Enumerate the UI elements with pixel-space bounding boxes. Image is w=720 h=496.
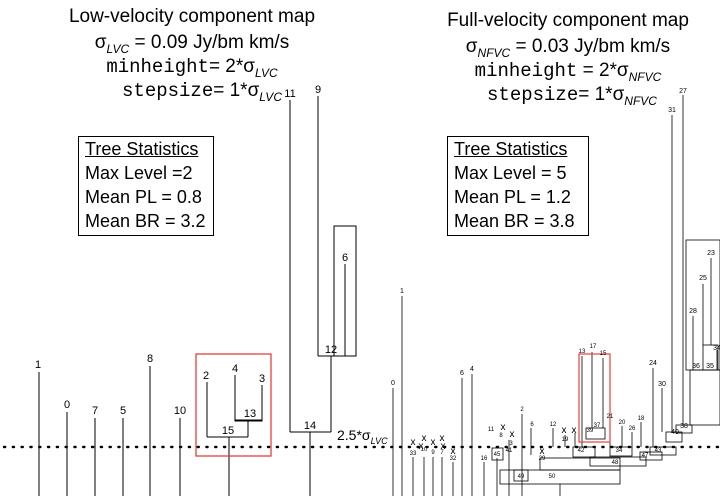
right-panel-title: Full-velocity component map [447,10,689,31]
x-marker: x [440,433,445,444]
right-tree-statistics-box: Tree Statistics Max Level = 5 Mean PL = … [447,136,589,236]
left-stepsize-line: stepsize= 1*σLVC [122,80,282,104]
right-label-16: 16 [481,456,488,462]
x-marker: x [419,441,424,452]
left-label-4: 4 [232,363,238,375]
right-label-29: 29 [539,456,546,462]
right-highlight-box [578,353,611,443]
left-label-8: 8 [147,353,153,365]
right-label-27: 27 [679,88,687,95]
left-tree [38,96,357,496]
right-label-1: 1 [400,288,404,295]
right-label-48: 48 [612,460,619,466]
right-label-21: 21 [607,414,614,420]
right-label-45: 45 [494,452,501,458]
left-highlight-box [195,353,272,457]
right-label-15: 15 [600,351,607,357]
right-label-41: 41 [506,448,513,454]
left-tree-statistics-box: Tree Statistics Max Level =2 Mean PL = 0… [78,136,214,236]
right-label-4: 4 [470,366,474,373]
x-marker: x [422,433,427,444]
left-label-3: 3 [259,373,265,385]
right-stats-max-level: Max Level = 5 [454,163,567,183]
left-panel-title: Low-velocity component map [68,6,316,27]
left-label-14: 14 [304,420,316,432]
right-label-24: 24 [649,360,657,367]
right-label-31: 31 [668,107,676,114]
right-label-36: 36 [692,363,700,370]
left-stats-mean-br: Mean BR = 3.2 [85,211,206,231]
right-label-28: 28 [689,308,697,315]
x-marker: x [510,429,515,440]
right-label-3: 3 [509,441,513,447]
x-marker: x [431,437,436,448]
right-label-40: 40 [671,429,679,436]
right-label-30: 30 [658,381,666,388]
right-label-39: 39 [587,428,594,434]
left-label-13: 13 [244,408,256,420]
right-label-50: 50 [549,474,556,480]
x-marker: x [540,446,545,457]
left-label-12: 12 [325,344,337,356]
right-label-42: 42 [578,448,585,454]
left-label-15: 15 [222,425,234,437]
right-label-11: 11 [488,427,495,433]
x-marker: x [451,446,456,457]
right-stats-mean-br: Mean BR = 3.8 [454,211,575,231]
right-label-33: 33 [410,451,417,457]
right-label-0: 0 [391,380,395,387]
right-label-10: 10 [421,447,428,453]
right-label-25: 25 [699,275,707,282]
right-label-47: 47 [642,453,649,459]
right-label-13: 13 [579,349,586,355]
right-label-7: 7 [440,450,444,456]
right-label-37: 37 [594,423,601,429]
right-label-34: 34 [713,345,720,352]
x-marker: x [562,425,567,436]
left-label-1: 1 [35,359,41,371]
right-label-17: 17 [590,344,597,350]
x-marker: x [501,422,506,433]
left-stats-header: Tree Statistics [85,139,199,159]
right-stepsize-line: stepsize= 1*σNFVC [487,84,657,108]
left-stats-max-level: Max Level =2 [85,163,193,183]
left-label-6: 6 [342,252,348,264]
right-label-8: 8 [499,433,503,439]
right-label-34-small: 34 [616,448,623,454]
left-sigma-line: σLVC = 0.09 Jy/bm km/s [94,32,290,56]
left-label-2: 2 [203,370,209,382]
right-label-9: 9 [431,450,435,456]
right-label-18: 18 [638,416,645,422]
right-label-49: 49 [518,474,525,480]
left-label-7: 7 [92,405,98,417]
right-label-38: 38 [680,423,688,430]
left-minheight-line: minheight= 2*σLVC [106,56,278,80]
right-label-12: 12 [550,422,557,428]
left-label-10: 10 [174,405,186,417]
left-stats-mean-pl: Mean PL = 0.8 [85,187,202,207]
right-stats-header: Tree Statistics [454,139,568,159]
right-sigma-line: σNFVC = 0.03 Jy/bm km/s [465,36,671,60]
right-stats-mean-pl: Mean PL = 1.2 [454,187,571,207]
left-label-0: 0 [64,399,70,411]
x-marker: x [411,437,416,448]
x-marker: x [572,425,577,436]
right-label-6-small: 6 [530,422,534,428]
right-label-23: 23 [707,250,715,257]
right-label-43: 43 [655,448,662,454]
left-label-9: 9 [315,84,321,96]
left-label-11: 11 [284,88,295,100]
right-label-2: 2 [520,407,524,413]
right-minheight-line: minheight = 2*σNFVC [474,60,662,84]
right-label-35: 35 [706,363,714,370]
x-marker: x [441,441,446,452]
right-label-6: 6 [460,370,464,377]
right-label-19: 19 [562,437,569,443]
right-label-32: 32 [450,456,457,462]
right-label-26: 26 [629,426,636,432]
left-label-5: 5 [120,405,126,417]
right-label-20: 20 [619,420,626,426]
threshold-label: 2.5*σLVC [337,427,388,446]
